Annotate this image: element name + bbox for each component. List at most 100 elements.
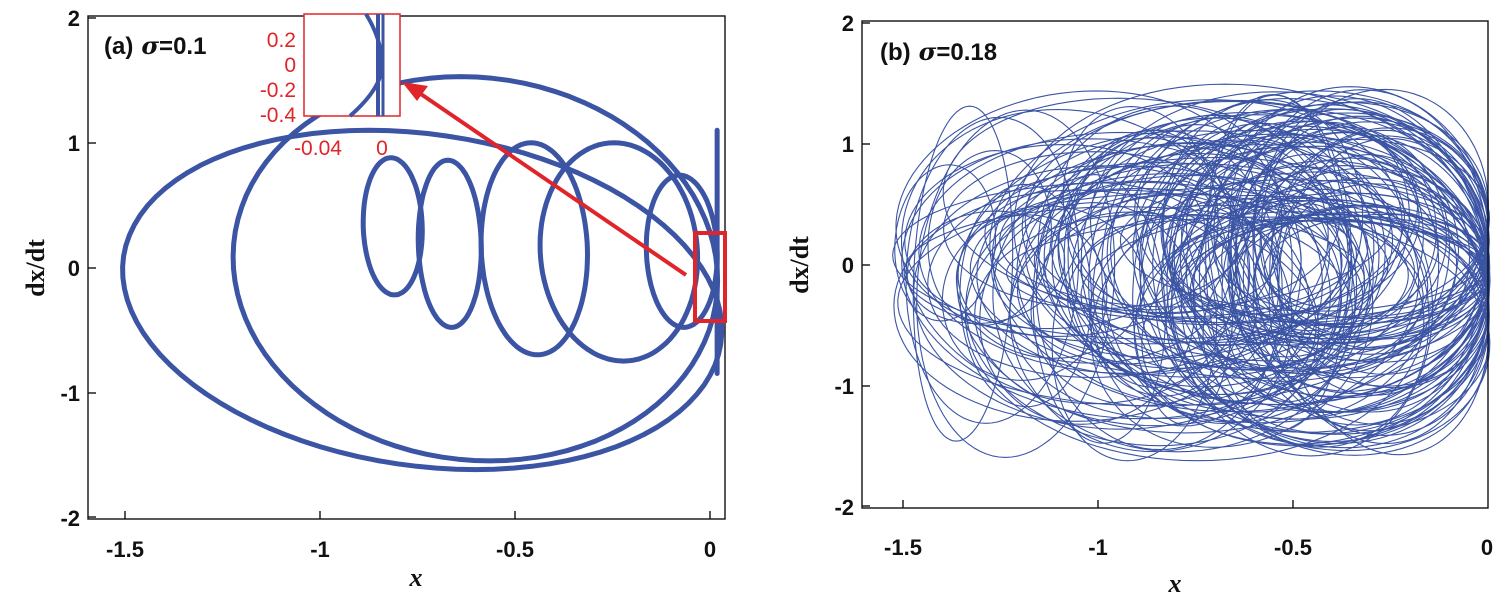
trajectory-loop [1141, 146, 1458, 375]
panel-b-title-symbol: σ [919, 37, 937, 66]
panel-a-ytick-label: 0 [68, 256, 80, 281]
trajectory-loop [1135, 219, 1490, 435]
panel-a-xtick-label: -0.5 [496, 537, 534, 562]
trajectory-loop [1141, 218, 1490, 447]
panel-b-xlabel: x [1168, 569, 1182, 598]
trajectory-loop [895, 90, 1257, 337]
panel-b-ytick-label: -2 [834, 495, 854, 520]
trajectory-loop [1133, 199, 1490, 445]
trajectory-loop [1106, 139, 1380, 371]
trajectory-loop [1231, 192, 1489, 395]
panel-a-ytick-label: 2 [68, 6, 80, 31]
trajectory-loop [1235, 165, 1490, 363]
trajectory-loop [900, 108, 1251, 405]
trajectory-loop-7 [643, 172, 720, 330]
panel-a-zoom-box [693, 231, 727, 323]
trajectory-loop [942, 97, 1341, 314]
trajectory-loop [1252, 98, 1490, 445]
trajectory-loop [956, 130, 1420, 434]
trajectory-loop [918, 131, 1330, 374]
panel-a-inset-ytick: -0.2 [260, 79, 296, 102]
trajectory-loop [976, 142, 1351, 376]
panel-a-zoom-arrowhead [402, 82, 428, 101]
panel-a-ytick-label: 1 [68, 131, 80, 156]
trajectory-loop [1030, 193, 1280, 407]
trajectory-loop [1185, 181, 1323, 370]
panel-b-xtick-label: 0 [1481, 535, 1493, 560]
trajectory-loop [992, 145, 1356, 453]
trajectory-loop-4 [415, 157, 484, 330]
panel-b-title: (b) σ=0.18 [880, 37, 997, 66]
trajectory-loop [1089, 91, 1487, 369]
trajectory-loop [1191, 211, 1490, 336]
panel-b-xtick-label: -1.5 [884, 535, 922, 560]
panel-a-inset-ytick: 0.2 [267, 29, 296, 52]
panel-b-xtick-label: -1 [1088, 535, 1108, 560]
trajectory-loop [1252, 203, 1354, 369]
panel-b-xticks: -1.5 -1 -0.5 0 [884, 500, 1493, 560]
trajectory-loop [1221, 179, 1358, 403]
panel-a-inset-xtick: -0.04 [294, 137, 342, 160]
panel-b: 2 1 0 -1 -2 -1.5 -1 -0.5 0 x dx/dt (b) σ=… [785, 11, 1493, 598]
trajectory-loop [1071, 133, 1489, 406]
trajectory-loop [1063, 137, 1249, 397]
panel-a-title-label: (a) [104, 33, 133, 60]
panel-b-ytick-label: 0 [842, 253, 854, 278]
panel-a-title-symbol: σ [141, 31, 159, 60]
trajectory-loop [916, 109, 1116, 458]
trajectory-loop [1051, 144, 1489, 362]
panel-a-xlabel: x [409, 563, 423, 592]
panel-b-ytick-label: 2 [842, 11, 854, 36]
trajectory-loop-3 [360, 155, 425, 298]
trajectory-loop [1227, 121, 1489, 392]
trajectory-loop [1032, 174, 1166, 444]
panel-b-title-value: =0.18 [936, 39, 997, 66]
trajectory-loop [1067, 215, 1353, 396]
trajectory-loop [1242, 157, 1490, 436]
trajectory-loop [1119, 179, 1490, 312]
panel-a-title: (a) σ=0.1 [104, 31, 206, 60]
panel-a-ytick-label: -2 [60, 506, 80, 531]
panel-b-ylabel: dx/dt [785, 236, 814, 294]
panel-a-xtick-label: -1.5 [106, 537, 144, 562]
panel-a-xtick-label: 0 [704, 537, 716, 562]
trajectory-loop-6 [537, 140, 701, 364]
trajectory-loop [1092, 125, 1460, 413]
trajectory-loop-2 [230, 74, 721, 464]
panel-a-inset-frame [303, 13, 401, 117]
trajectory-loop [894, 164, 997, 322]
trajectory-loop [1146, 134, 1420, 316]
trajectory-loop [1025, 163, 1429, 380]
panel-a-ylabel: dx/dt [21, 239, 50, 297]
trajectory-loop [1185, 101, 1489, 336]
trajectory-loop [912, 105, 1014, 442]
trajectory-loop [927, 150, 1052, 326]
trajectory-loop [1180, 188, 1490, 456]
panel-b-ytick-label: 1 [842, 132, 854, 157]
trajectory-loop-1 [120, 127, 725, 473]
panel-a-ytick-label: -1 [60, 381, 80, 406]
trajectory-loop [1205, 94, 1349, 431]
trajectory-loop [905, 116, 1080, 424]
panel-b-title-label: (b) [880, 39, 911, 66]
trajectory-loop-5 [478, 140, 590, 358]
trajectory-loop [1080, 114, 1371, 423]
trajectory-loop [1276, 183, 1490, 389]
trajectory-loop [1160, 108, 1489, 345]
trajectory-loop [1207, 94, 1352, 385]
trajectory-loop [964, 174, 1425, 462]
panel-b-trajectory [892, 83, 1491, 462]
trajectory-loop [943, 151, 1248, 310]
panel-b-ytick-label: -1 [834, 374, 854, 399]
trajectory-loop [1043, 117, 1375, 388]
panel-a-zoom-arrow [413, 88, 688, 277]
panel-a-trajectory [120, 74, 725, 473]
trajectory-loop [1230, 108, 1490, 425]
trajectory-loop [1132, 180, 1234, 425]
trajectory-loop [1067, 129, 1405, 324]
trajectory-loop [965, 189, 1320, 447]
trajectory-loop [1062, 106, 1219, 311]
panel-a-inset-xtick: 0 [376, 137, 388, 160]
trajectory-loop [1181, 112, 1490, 340]
panel-a-inset-ytick: 0 [284, 54, 296, 77]
